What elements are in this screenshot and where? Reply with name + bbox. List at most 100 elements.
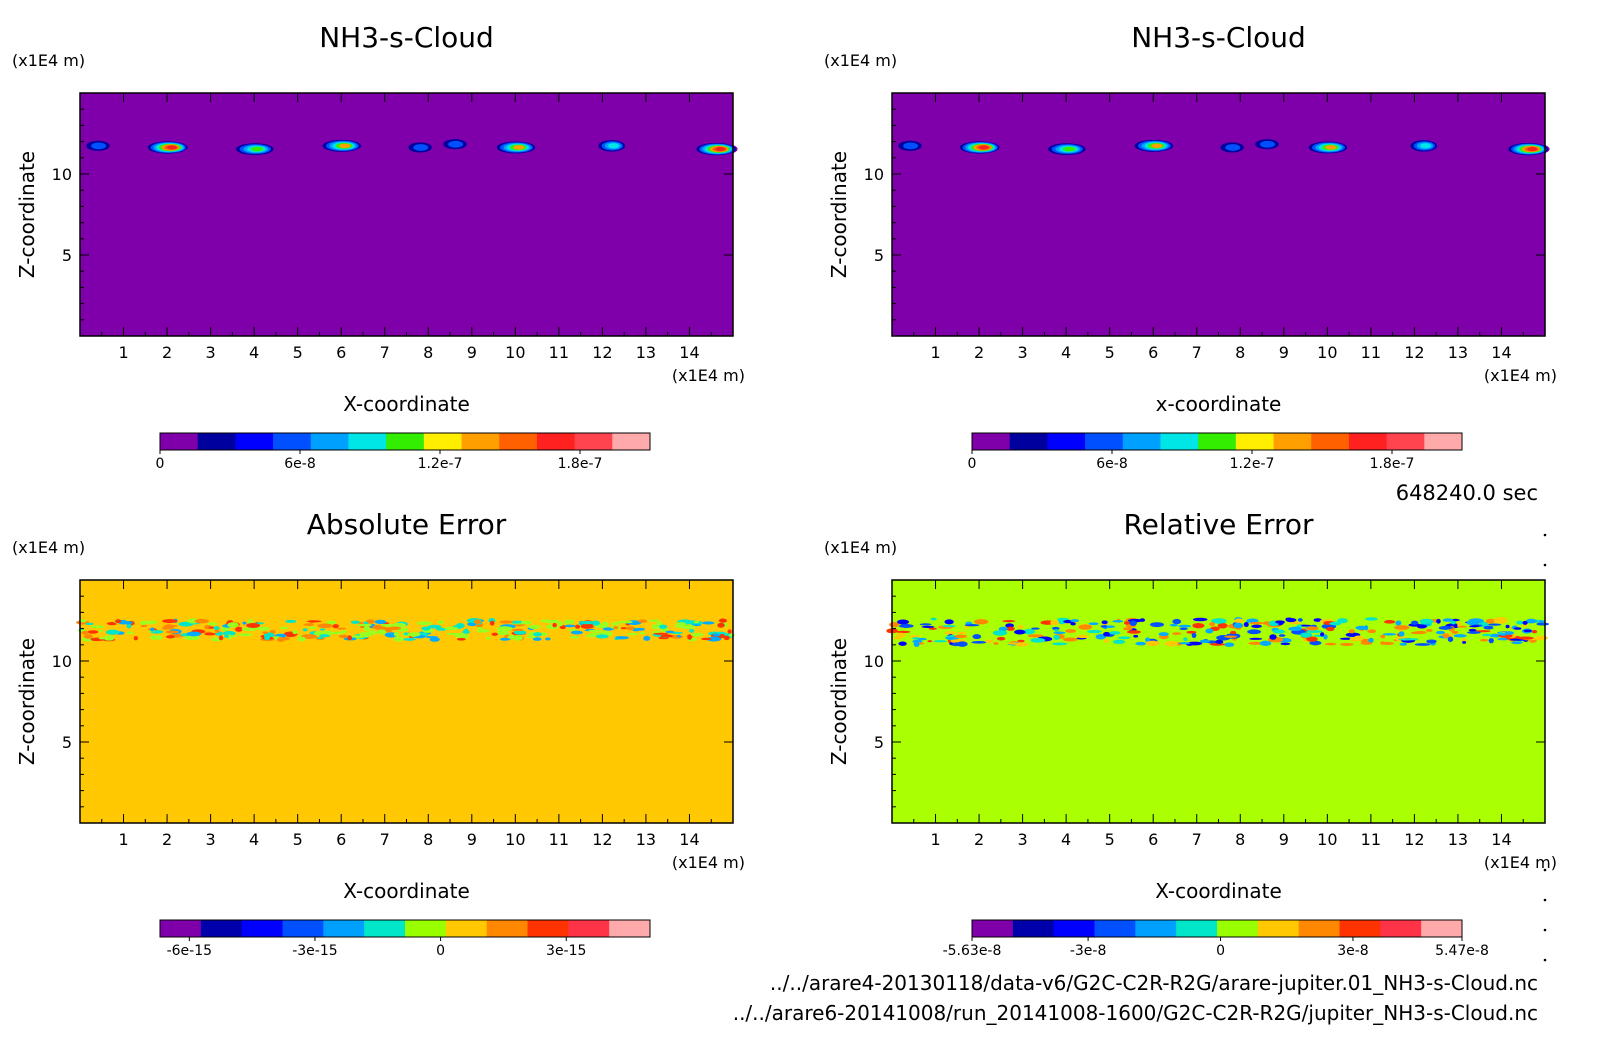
error-speck (1355, 625, 1367, 630)
colorbar-tick-label: 6e-8 (1096, 456, 1127, 472)
colorbar-tick-label: 1.2e-7 (418, 456, 463, 472)
error-speck (1135, 641, 1147, 646)
error-speck (363, 625, 371, 632)
error-speck (1002, 620, 1016, 623)
contour-features (893, 137, 1550, 156)
error-speck (690, 632, 704, 637)
error-speck (1133, 634, 1139, 638)
colorbar-swatch (568, 920, 610, 937)
error-speck (1488, 637, 1494, 644)
error-speck (509, 620, 524, 624)
colorbar-tick-label: 3e-15 (546, 943, 586, 959)
chart-panel-1: NH3-s-Cloud (x1E4 m) (x1E4 m) X-coordinate Z… (12, 21, 745, 472)
error-speck (326, 620, 336, 625)
error-speck (710, 636, 715, 642)
error-speck (687, 634, 693, 640)
error-speck (676, 634, 682, 638)
y-tick-label: 5 (874, 733, 884, 752)
y-axis-label: Z-coordinate (827, 151, 851, 278)
error-speck (540, 632, 548, 637)
error-speck (615, 636, 629, 640)
colorbar-frame (971, 919, 1463, 938)
error-speck (1191, 632, 1197, 639)
error-speck (702, 621, 715, 625)
colorbar-swatch (364, 920, 406, 937)
x-tick-label: 7 (380, 830, 390, 849)
colorbar: -6e-15 -3e-15 0 3e-15 (159, 919, 651, 959)
error-speck (476, 629, 491, 633)
error-speck (919, 623, 932, 626)
error-speck (964, 624, 980, 627)
error-speck (87, 630, 99, 634)
margin-dots (1543, 533, 1547, 962)
colorbar-frame (159, 432, 651, 451)
error-speck (1442, 633, 1450, 639)
error-speck (156, 635, 163, 640)
error-speck (909, 635, 921, 638)
colorbar-swatch (405, 920, 447, 937)
colorbar-swatch (1311, 433, 1350, 450)
error-speck (1300, 632, 1313, 638)
error-speck (256, 626, 271, 631)
error-speck (1005, 623, 1014, 628)
colorbar-swatch (1386, 433, 1425, 450)
error-speck (463, 628, 469, 634)
x-tick-label: 13 (1448, 343, 1468, 362)
error-speck (1536, 622, 1550, 626)
error-speck (1172, 618, 1182, 625)
error-speck (993, 641, 999, 646)
x-tick-label: 2 (974, 343, 984, 362)
error-speck (1416, 624, 1428, 629)
error-speck (1382, 633, 1397, 636)
cloud-contour (979, 145, 989, 150)
colorbar-swatch (1339, 920, 1381, 937)
error-speck (308, 626, 317, 630)
cloud-contour (1260, 140, 1276, 148)
error-speck (1145, 640, 1160, 646)
error-speck (1205, 628, 1214, 634)
error-speck (391, 622, 407, 628)
error-speck (1178, 624, 1192, 628)
error-speck (564, 624, 576, 628)
error-speck (1122, 627, 1133, 631)
colorbar-swatch (1176, 920, 1218, 937)
error-speck (227, 622, 239, 628)
error-speck (540, 619, 551, 623)
error-speck (1224, 642, 1235, 647)
x-tick-label: 1 (118, 830, 128, 849)
error-speck (1499, 633, 1507, 636)
error-speck (1384, 620, 1396, 624)
error-speck (1100, 625, 1108, 628)
error-speck (1522, 623, 1528, 628)
error-speck (998, 626, 1008, 632)
cloud-contour (448, 140, 464, 148)
error-speck (1027, 634, 1044, 638)
error-speck (1511, 641, 1523, 645)
error-speck (928, 627, 937, 630)
error-speck (1178, 642, 1191, 645)
error-speck (194, 618, 209, 624)
error-speck (1280, 642, 1291, 646)
x-tick-label: 12 (1404, 830, 1424, 849)
error-speck (207, 622, 218, 626)
error-speck (499, 620, 514, 624)
error-speck (1413, 630, 1427, 635)
cloud-contour (1225, 144, 1241, 151)
error-speck (1053, 629, 1059, 632)
cloud-contour (339, 143, 351, 149)
error-speck (1395, 620, 1402, 626)
error-speck (648, 619, 661, 622)
error-speck (204, 632, 216, 636)
colorbar-swatch (1053, 920, 1095, 937)
error-speck (85, 622, 94, 626)
x-tick-label: 5 (293, 830, 303, 849)
x-tick-label: 6 (336, 830, 346, 849)
error-speck (1078, 624, 1093, 630)
chart-title: Absolute Error (307, 508, 507, 541)
error-speck (1439, 626, 1454, 629)
error-speck (1051, 642, 1068, 646)
colorbar-swatch (1122, 433, 1161, 450)
colorbar-swatch (423, 433, 463, 450)
error-speck (1323, 634, 1328, 640)
error-speck (701, 637, 712, 641)
